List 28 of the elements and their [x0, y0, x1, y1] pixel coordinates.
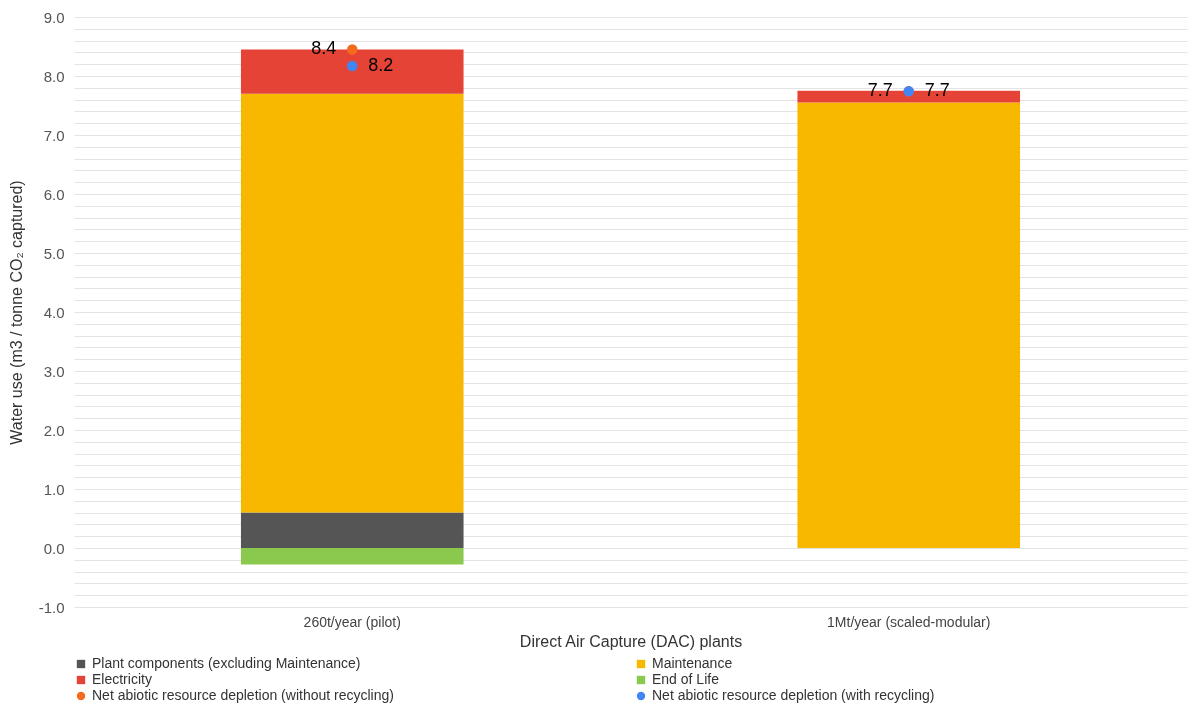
bar — [240, 93, 464, 513]
point — [347, 44, 358, 55]
y-tick-label: 7.0 — [43, 126, 65, 144]
bar — [240, 512, 464, 548]
y-tick-label: 8.0 — [43, 67, 65, 85]
legend-label: Net abiotic resource depletion (with recycling) — [652, 687, 935, 703]
y-tick-label: 3.0 — [43, 362, 65, 380]
y-tick-label: -1.0 — [38, 598, 65, 616]
x-axis-title: Direct Air Capture (DAC) plants — [519, 632, 743, 650]
data-label: 8.2 — [368, 54, 394, 75]
y-tick-label: 5.0 — [43, 244, 65, 262]
legend-label: Plant components (excluding Maintenance) — [92, 655, 361, 671]
y-tick-label: 2.0 — [43, 421, 65, 439]
y-tick-label: 6.0 — [43, 185, 65, 203]
y-axis-title: Water use (m3 / tonne CO₂ captured) — [7, 180, 25, 445]
bar — [797, 102, 1021, 548]
y-tick-label: 1.0 — [43, 480, 65, 498]
x-tick-label: 260t/year (pilot) — [303, 613, 401, 630]
y-tick-label: 0.0 — [43, 539, 65, 557]
point — [347, 60, 358, 72]
y-tick-label: 9.0 — [43, 8, 65, 26]
x-tick-label: 1Mt/year (scaled-modular) — [827, 613, 991, 630]
bar — [240, 548, 464, 565]
legend-label: Electricity — [92, 671, 152, 687]
y-tick-label: 4.0 — [43, 303, 65, 321]
legend-label: Net abiotic resource depletion (without recycling) — [92, 687, 394, 703]
legend-label: End of Life — [652, 671, 720, 687]
legend-label: Maintenance — [652, 655, 733, 671]
